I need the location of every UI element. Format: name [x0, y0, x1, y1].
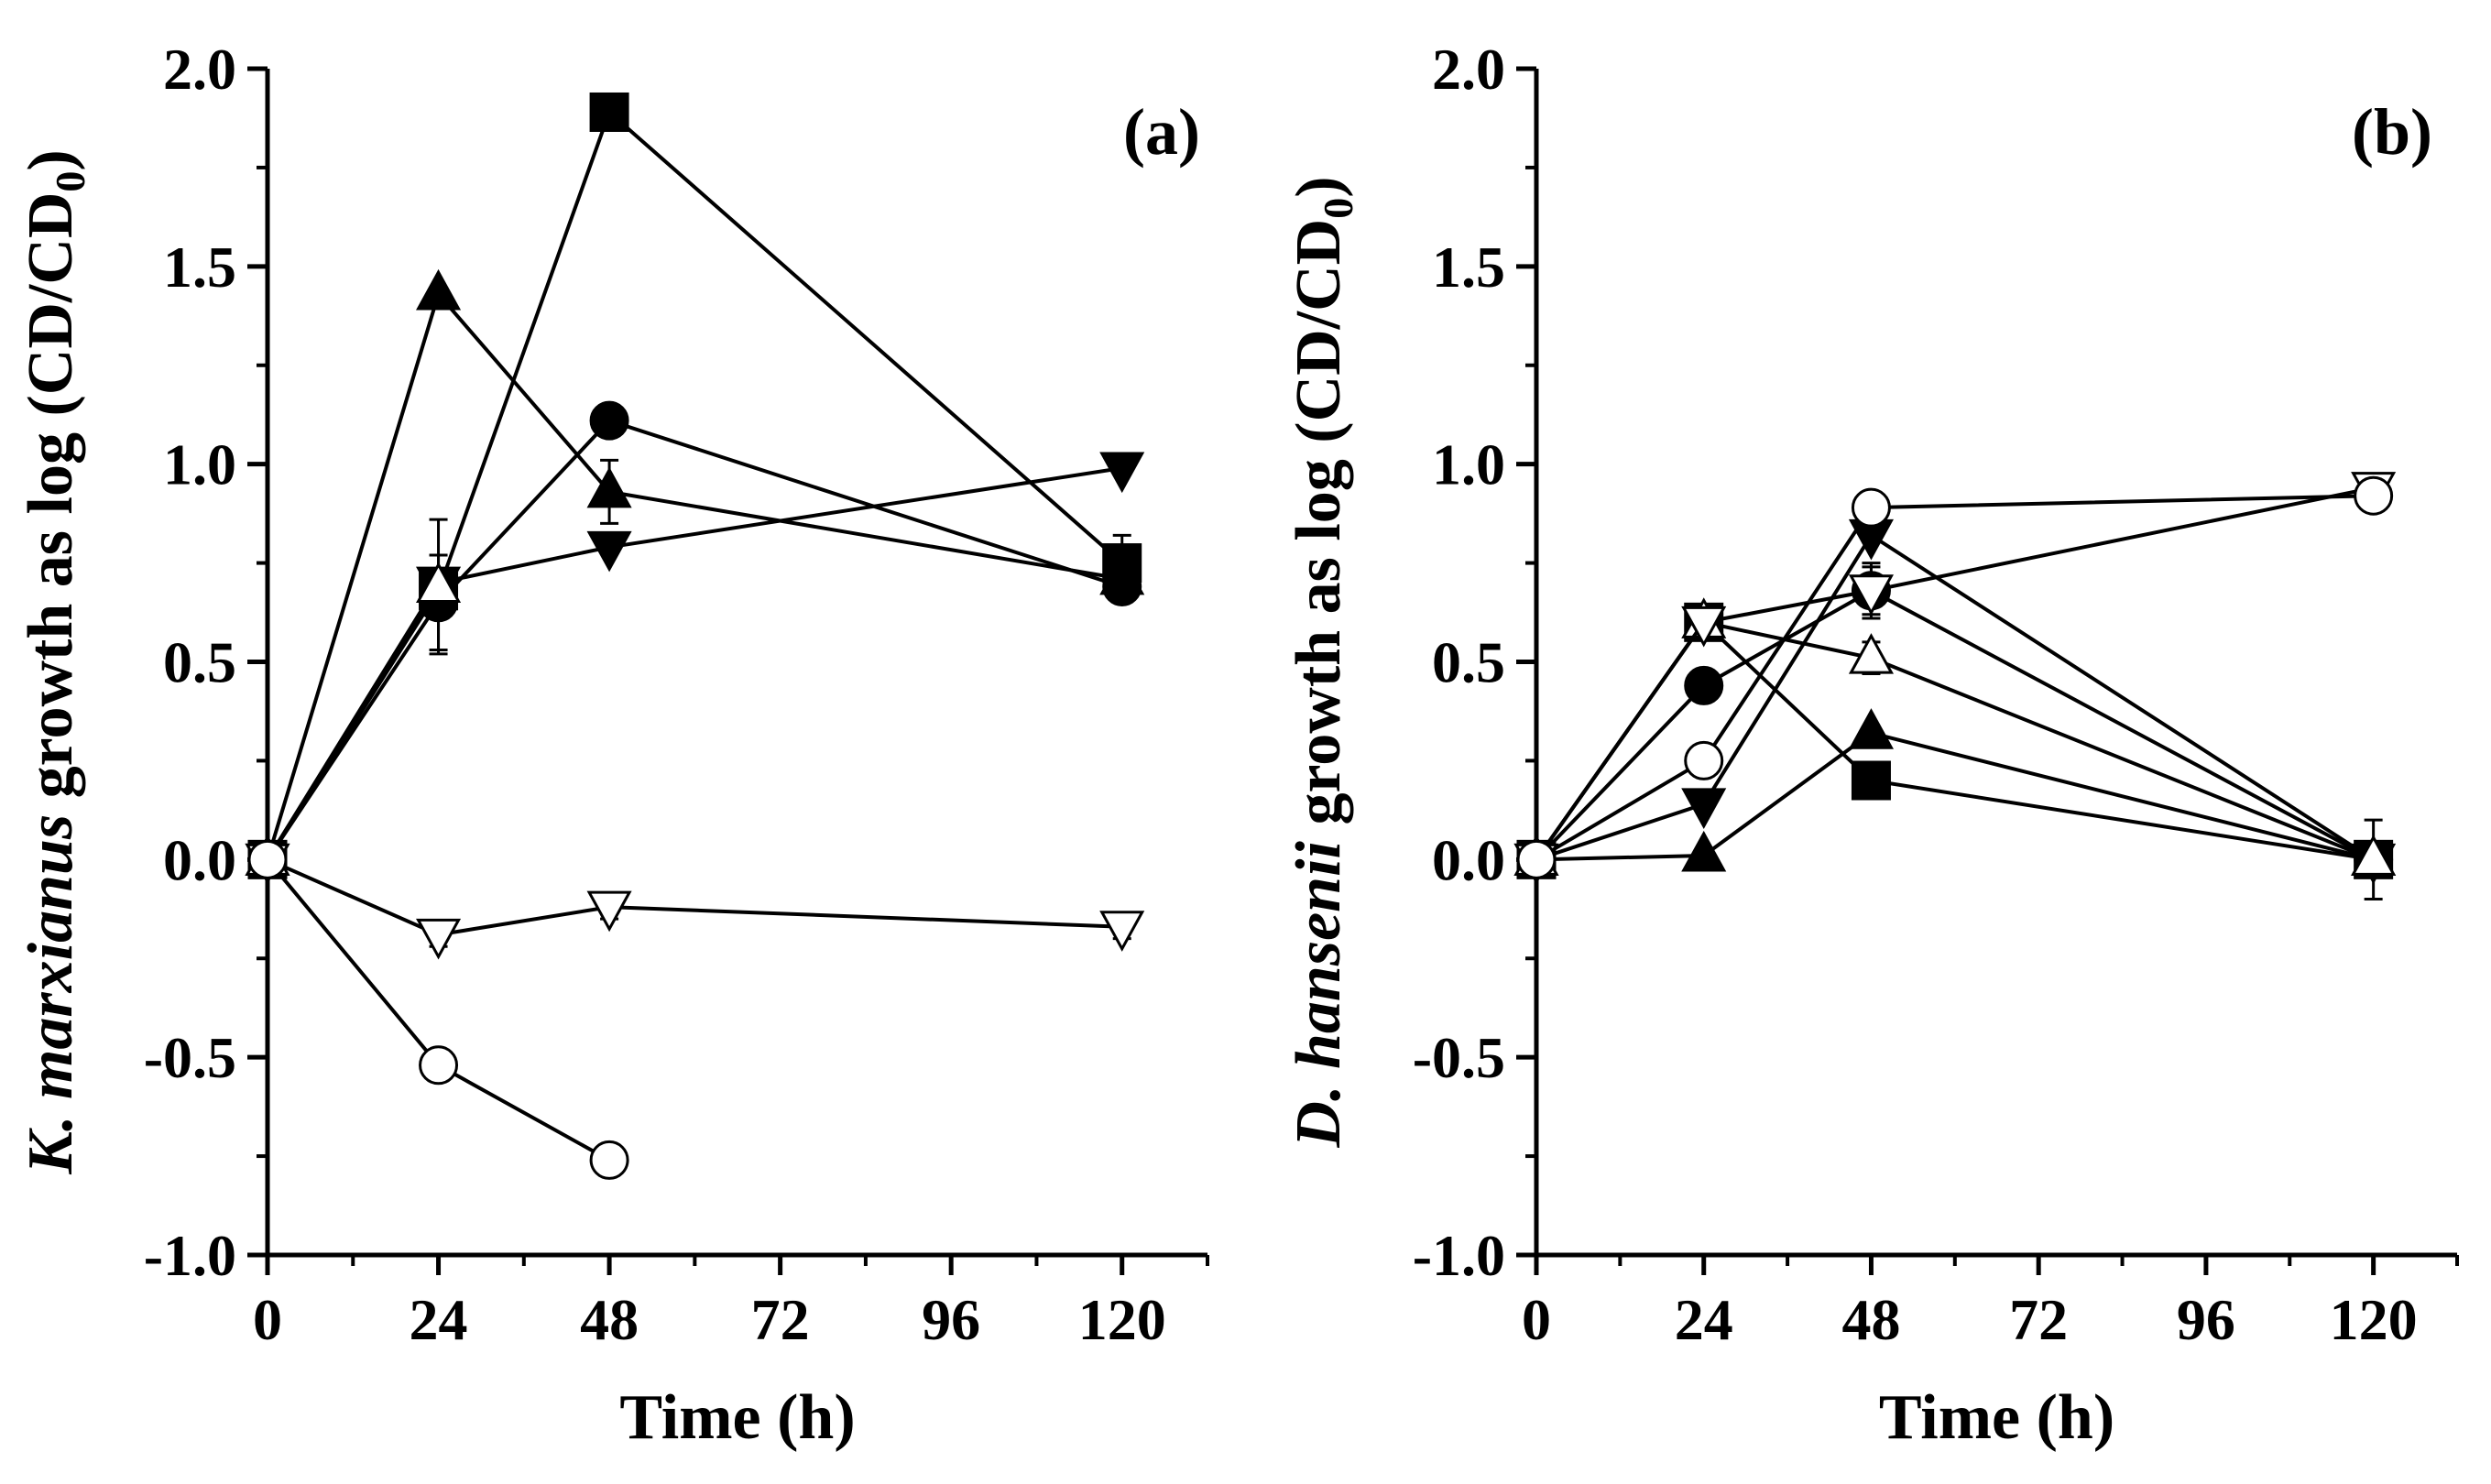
panel-b-xtick-label: 120 — [2330, 1287, 2418, 1352]
data-point-open-triangle-up — [1848, 633, 1894, 674]
data-point-filled-circle — [1684, 665, 1724, 705]
panel-b-series-open-triangle-down — [1513, 472, 2397, 885]
data-point-filled-circle — [589, 400, 629, 441]
series-line — [1535, 494, 2374, 862]
panel-a-series-filled-triangle-up — [245, 268, 1145, 876]
series-line — [266, 585, 441, 861]
panel-a-ytick-label: 1.5 — [163, 235, 236, 300]
data-point-open-triangle-down — [1099, 911, 1145, 952]
data-point-filled-triangle-up — [1848, 708, 1894, 749]
data-point-open-circle — [2354, 475, 2394, 516]
series-line — [266, 109, 1124, 861]
series-line — [266, 418, 1123, 861]
panel-b-series-open-circle — [1516, 475, 2394, 879]
panel-b-ytick-label: -1.0 — [1413, 1223, 1505, 1288]
ylabel-part: growth as log (CD/CD — [1284, 219, 1354, 841]
panel-b-label: (b) — [2352, 95, 2432, 169]
panel-a-series-open-circle — [247, 839, 629, 1180]
panel-b-ytick-label: 1.0 — [1432, 432, 1505, 497]
series-line — [1535, 731, 2375, 862]
panel-b-ytick-label: -0.5 — [1413, 1025, 1505, 1090]
data-point-filled-triangle-down — [1681, 788, 1727, 830]
ylabel-part: ) — [1284, 176, 1354, 197]
panel-a-ylabel: K. marxianus growth as log (CD/CD0) — [16, 149, 93, 1175]
panel-a-xtick-label: 24 — [410, 1287, 468, 1352]
ylabel-part: ) — [16, 149, 86, 170]
panel-a-xtick-label: 0 — [253, 1287, 282, 1352]
data-point-open-circle — [1684, 740, 1724, 780]
panel-a: -1.0 -0.5 0.0 0.5 1.0 1.5 2.0 0 24 48 72 96 120 Time … — [16, 37, 1209, 1453]
data-point-filled-circle — [1102, 566, 1142, 606]
panel-b-xtick-label: 72 — [2009, 1287, 2068, 1352]
data-point-open-triangle-down — [1848, 574, 1894, 616]
panel-b-xtick-label: 24 — [1675, 1287, 1733, 1352]
panel-a-xtick-label: 120 — [1078, 1287, 1166, 1352]
data-point-open-triangle-down — [416, 918, 462, 960]
series-line — [267, 857, 1122, 937]
data-point-open-triangle-up — [416, 562, 462, 603]
panel-a-ytick-label: -0.5 — [144, 1025, 236, 1090]
data-point-filled-triangle-up — [1681, 830, 1727, 872]
panel-a-label: (a) — [1123, 95, 1200, 169]
panel-a-xtick-label: 72 — [751, 1287, 810, 1352]
ylabel-part: K. marxianus — [16, 814, 86, 1175]
panel-a-series-open-triangle-down — [245, 843, 1145, 960]
panel-a-series-filled-triangle-down — [245, 452, 1145, 885]
panel-b-series-filled-square — [1516, 602, 2394, 900]
series-line — [1535, 486, 2375, 861]
panel-b-ytick-label: 2.0 — [1432, 37, 1505, 102]
data-point-open-triangle-down — [1681, 606, 1727, 648]
data-point-open-triangle-up — [2351, 835, 2397, 876]
data-point-filled-triangle-down — [1099, 452, 1145, 494]
panel-b-ytick-label: 0.5 — [1432, 630, 1505, 695]
series-line — [1535, 620, 2375, 862]
series-line — [1535, 532, 2375, 862]
panel-b-xlabel: Time (h) — [1879, 1382, 2114, 1453]
panel-a-ytick-label: 1.0 — [163, 432, 236, 497]
series-line — [1535, 619, 2374, 862]
data-point-filled-square — [589, 92, 629, 132]
panel-a-xtick-label: 96 — [922, 1287, 980, 1352]
series-line — [1535, 588, 2375, 862]
panel-b-xtick-label: 0 — [1522, 1287, 1551, 1352]
data-point-open-circle — [589, 1140, 629, 1180]
data-point-open-circle — [1516, 839, 1557, 879]
data-point-filled-triangle-down — [586, 530, 632, 573]
panel-b-xtick-label: 96 — [2177, 1287, 2235, 1352]
data-point-open-circle — [247, 839, 288, 879]
data-point-filled-triangle-up — [416, 268, 462, 311]
series-line — [266, 289, 1123, 860]
panel-a-ytick-label: -1.0 — [144, 1223, 236, 1288]
panel-a-xlabel: Time (h) — [619, 1382, 855, 1453]
panel-b-ylabel: D. hansenii growth as log (CD/CD0) — [1284, 176, 1361, 1148]
ylabel-part: D. hansenii — [1284, 840, 1354, 1148]
panel-a-ytick-label: 0.0 — [163, 827, 236, 892]
data-point-open-circle — [419, 1045, 459, 1086]
panel-b-xtick-label: 48 — [1841, 1287, 1900, 1352]
panel-a-ytick-label: 0.5 — [163, 630, 236, 695]
panel-b: -1.0 -0.5 0.0 0.5 1.0 1.5 2.0 0 24 48 72 96 120 Time … — [1284, 37, 2459, 1453]
panel-a-ytick-label: 2.0 — [163, 37, 236, 102]
panel-a-xtick-label: 48 — [580, 1287, 639, 1352]
data-point-filled-square — [1851, 760, 1891, 801]
ylabel-part: growth as log (CD/CD — [16, 192, 86, 814]
series-line — [266, 858, 611, 1162]
panel-b-ytick-label: 0.0 — [1432, 827, 1505, 892]
data-point-open-triangle-down — [586, 890, 632, 933]
data-point-open-circle — [1851, 487, 1891, 528]
ylabel-part: 0 — [47, 171, 93, 192]
data-point-filled-triangle-up — [586, 466, 632, 508]
panel-b-ytick-label: 1.5 — [1432, 235, 1505, 300]
ylabel-part: 0 — [1315, 198, 1361, 219]
